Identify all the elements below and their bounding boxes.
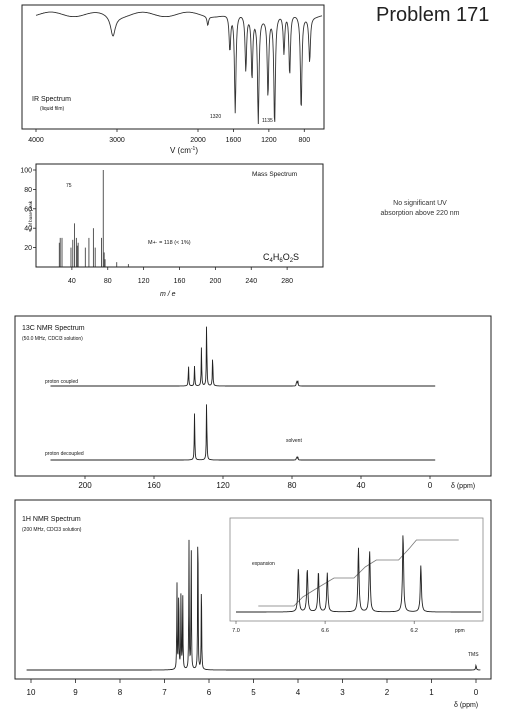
ms-x-tick-label: 80 (104, 278, 112, 285)
ms-base-peak-label: 75 (66, 183, 72, 189)
h1-inset-tick-label: 7.0 (232, 628, 240, 634)
ms-y-tick-label: 40 (24, 226, 32, 233)
ms-formula: C4H6O2S (263, 252, 299, 264)
h1-tms-label: TMS (468, 652, 479, 658)
h1-xlabel: δ (ppm) (454, 702, 478, 709)
uv-note-line-1: No significant UV (393, 200, 447, 207)
c13-subtitle: (50.0 MHz, CDCl3 solution) (22, 336, 83, 342)
ms-y-tick-label: 60 (24, 206, 32, 213)
ir-subtitle: (liquid film) (40, 106, 65, 112)
c13-decoupled-trace (50, 404, 436, 461)
h1-tick-label: 7 (162, 688, 167, 697)
c13-nmr-panel: 13C NMR Spectrum (50.0 MHz, CDCl3 soluti… (14, 315, 492, 490)
ir-tick-label: 3000 (109, 137, 125, 144)
ir-trace (35, 11, 323, 125)
h1-tick-label: 6 (207, 688, 212, 697)
ir-tick-label: 1200 (261, 137, 277, 144)
h1-inset-unit: ppm (455, 628, 465, 634)
ir-tick-label: 800 (298, 137, 310, 144)
h1-title: 1H NMR Spectrum (22, 516, 81, 523)
c13-title: 13C NMR Spectrum (22, 325, 85, 332)
ms-frame (35, 163, 324, 268)
ms-molecular-ion: M+· = 118 (< 1%) (148, 240, 191, 246)
ir-xlabel: V (cm-1) (170, 146, 198, 155)
c13-label-decoupled: proton decoupled (45, 451, 84, 457)
c13-tick-label: 200 (78, 481, 92, 490)
ms-title: Mass Spectrum (252, 171, 297, 178)
ms-y-tick-label: 20 (24, 245, 32, 252)
c13-tick-label: 80 (288, 481, 297, 490)
ir-tick-label: 2000 (190, 137, 206, 144)
h1-tick-label: 2 (385, 688, 390, 697)
c13-tick-label: 40 (357, 481, 366, 490)
ir-annotation-1320: 1320 (210, 114, 221, 120)
uv-note: No significant UV absorption above 220 n… (352, 199, 488, 219)
c13-coupled-trace (50, 326, 436, 387)
ms-x-tick-label: 120 (138, 278, 150, 285)
h1-inset-integral (258, 539, 459, 607)
ir-frame (21, 4, 325, 130)
page-title: Problem 171 (376, 4, 490, 26)
h1-nmr-panel: 1H NMR Spectrum (200 MHz, CDCl3 solution… (14, 499, 492, 709)
h1-inset-label: expansion (252, 561, 275, 567)
h1-expansion-inset: expansion ppm 7.0 6.6 6.2 (229, 517, 484, 634)
ms-y-tick-label: 80 (24, 187, 32, 194)
ms-x-tick-label: 280 (281, 278, 293, 285)
ir-spectrum-panel: IR Spectrum (liquid film) 1320 1135 V (c… (21, 4, 325, 155)
c13-xlabel: δ (ppm) (451, 483, 475, 490)
c13-tick-label: 160 (147, 481, 161, 490)
c13-label-coupled: proton coupled (45, 379, 78, 385)
ir-title: IR Spectrum (32, 96, 71, 103)
c13-tick-label: 120 (216, 481, 230, 490)
h1-tick-label: 4 (296, 688, 301, 697)
ir-annotation-1135: 1135 (262, 118, 273, 124)
h1-tick-label: 5 (251, 688, 256, 697)
c13-tick-label: 0 (428, 481, 433, 490)
h1-tick-label: 10 (27, 688, 36, 697)
ms-x-tick-label: 40 (68, 278, 76, 285)
h1-trace (26, 539, 481, 671)
ms-x-tick-label: 240 (245, 278, 257, 285)
ms-xlabel: m / e (160, 291, 176, 298)
h1-tick-label: 9 (73, 688, 78, 697)
h1-inset-tick-label: 6.6 (321, 628, 329, 634)
h1-frame (14, 499, 492, 680)
h1-inset-trace (236, 535, 481, 613)
ms-x-tick-label: 200 (210, 278, 222, 285)
mass-spectrum-panel: Mass Spectrum 75 M+· = 118 (< 1%) C4H6O2… (20, 163, 324, 298)
h1-subtitle: (200 MHz, CDCl3 solution) (22, 527, 82, 533)
h1-tick-label: 0 (474, 688, 479, 697)
h1-inset-tick-label: 6.2 (410, 628, 418, 634)
h1-tick-label: 8 (118, 688, 123, 697)
ms-x-tick-label: 160 (174, 278, 186, 285)
h1-tick-label: 1 (429, 688, 434, 697)
h1-tick-label: 3 (340, 688, 345, 697)
ir-tick-label: 1600 (226, 137, 242, 144)
ms-y-tick-label: 100 (20, 168, 32, 175)
uv-note-line-2: absorption above 220 nm (380, 210, 460, 217)
ir-tick-label: 4000 (28, 137, 44, 144)
c13-frame (14, 315, 492, 477)
c13-label-solvent: solvent (286, 438, 302, 444)
ms-ylabel: % of base peak (28, 200, 33, 232)
